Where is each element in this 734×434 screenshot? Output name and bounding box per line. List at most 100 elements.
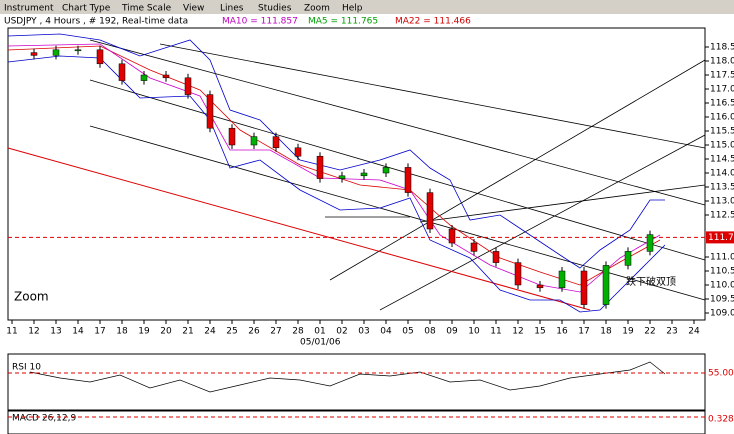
y-tick-label: 114.5: [710, 155, 734, 165]
candle: [74, 49, 82, 52]
y-tick-label: 110.0: [710, 281, 734, 291]
x-tick-label: 04: [380, 327, 392, 337]
x-tick-label: 12: [512, 327, 523, 337]
candle: [52, 49, 60, 56]
y-tick-label: 109.5: [710, 295, 734, 305]
candle: [624, 251, 632, 266]
x-tick-label: 26: [248, 327, 260, 337]
x-tick-label: 27: [270, 327, 281, 337]
ma22: [7, 45, 661, 286]
candle: [206, 94, 214, 129]
macd-frame: [7, 410, 706, 434]
candle: [360, 172, 368, 177]
candle: [250, 136, 258, 146]
rsi-frame: [7, 353, 706, 411]
x-tick-label: 05: [402, 327, 413, 337]
candle: [536, 284, 544, 289]
plot-frame: [7, 27, 706, 321]
x-tick-label: 28: [292, 327, 304, 337]
x-tick-label: 22: [644, 327, 655, 337]
x-tick-label: 23: [666, 327, 677, 337]
ma22-label: MA22 = 111.466: [395, 17, 471, 27]
candle: [426, 192, 434, 230]
y-tick-label: 115.0: [710, 141, 734, 151]
x-tick-label: 01: [314, 327, 325, 337]
x-tick-label: 02: [336, 327, 347, 337]
candle: [382, 167, 390, 174]
menu-item[interactable]: Time Scale: [121, 4, 172, 14]
candle: [316, 155, 324, 179]
x-tick-label: 12: [28, 327, 39, 337]
x-tick-label: 18: [116, 327, 128, 337]
candle: [646, 234, 654, 252]
y-tick-label: 117.0: [710, 85, 734, 95]
x-tick-label: 15: [534, 327, 545, 337]
candle: [602, 265, 610, 305]
menu-item[interactable]: Zoom: [304, 4, 330, 14]
macd-value: 0.328: [708, 415, 734, 425]
y-tick-label: 116.5: [710, 99, 734, 109]
x-tick-label: 20: [160, 327, 172, 337]
current-price-box: [706, 231, 734, 244]
candle: [558, 270, 566, 289]
y-tick-label: 112.5: [710, 211, 734, 221]
rsi-label: RSI 10: [12, 363, 41, 373]
macd-label: MACD 26,12,9: [12, 414, 76, 424]
annotation: 跌下破双顶: [626, 275, 676, 288]
x-tick-label: 24: [688, 327, 700, 337]
current-price: 111.7: [708, 233, 734, 243]
x-tick-label: 19: [622, 327, 634, 337]
menu-item[interactable]: View: [183, 4, 204, 14]
x-tick-label: 11: [490, 327, 501, 337]
menu-item[interactable]: Help: [342, 4, 363, 14]
x-tick-label: 25: [226, 327, 237, 337]
menu-item[interactable]: Instrument: [4, 4, 54, 14]
y-tick-label: 116.0: [710, 113, 734, 123]
x-tick-label: 16: [556, 327, 568, 337]
candle: [580, 270, 588, 305]
x-tick-label: 14: [72, 327, 84, 337]
x-tick-label: 13: [50, 327, 61, 337]
x-tick-label: 03: [358, 327, 369, 337]
y-tick-label: 113.5: [710, 183, 734, 193]
rsi-line: [29, 361, 666, 393]
candle: [272, 136, 280, 149]
candle: [140, 74, 148, 81]
y-tick-label: 114.0: [710, 169, 734, 179]
ma5-label: MA5 = 111.765: [308, 17, 378, 27]
y-tick-label: 109.0: [710, 309, 734, 319]
zoom-label: Zoom: [14, 290, 49, 304]
candle: [162, 74, 170, 79]
y-tick-label: 115.5: [710, 127, 734, 137]
menu-item[interactable]: Chart Type: [62, 4, 111, 14]
x-tick-label: 19: [138, 327, 150, 337]
candle: [118, 63, 126, 81]
trend-lines: [89, 39, 706, 311]
ma10-label: MA10 = 111.857: [222, 17, 298, 27]
symbol-info: USDJPY , 4 Hours , # 192, Real-time data: [4, 17, 188, 27]
candle: [228, 127, 236, 146]
candle: [30, 52, 38, 56]
candle: [184, 77, 192, 95]
candle: [448, 228, 456, 244]
candle: [470, 242, 478, 252]
y-tick-label: 118.5: [710, 43, 734, 53]
candle: [404, 167, 412, 193]
x-tick-label: 11: [6, 327, 17, 337]
candle: [294, 147, 302, 157]
bollinger-upper: [7, 33, 665, 269]
menu-item[interactable]: Studies: [258, 4, 292, 14]
y-tick-label: 110.5: [710, 267, 734, 277]
x-tick-label: 09: [446, 327, 458, 337]
y-tick-label: 117.5: [710, 71, 734, 81]
menu-item[interactable]: Lines: [220, 4, 244, 14]
x-tick-label: 17: [578, 327, 589, 337]
x-tick-label: 21: [182, 327, 193, 337]
candle: [492, 251, 500, 263]
month-label: 05/01/06: [300, 338, 341, 348]
candle: [514, 262, 522, 286]
x-tick-label: 24: [204, 327, 216, 337]
candle: [338, 175, 346, 179]
